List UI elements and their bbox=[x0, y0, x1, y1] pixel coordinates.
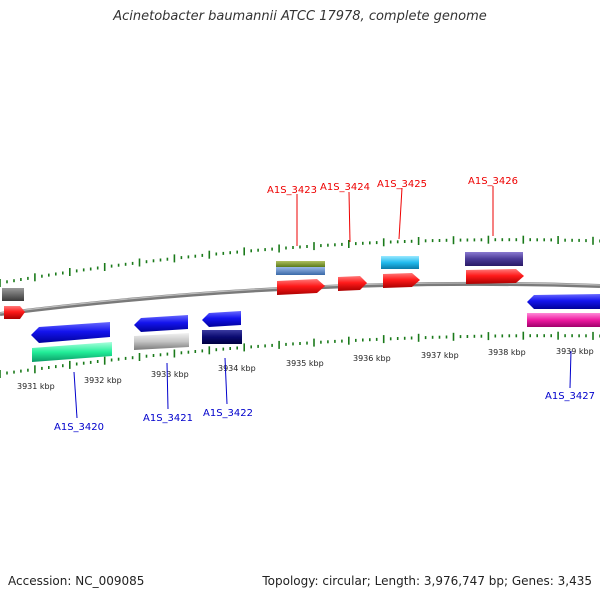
kbp-label: 3932 kbp bbox=[84, 376, 122, 385]
kbp-label: 3938 kbp bbox=[488, 348, 526, 357]
kbp-label: 3937 kbp bbox=[421, 351, 459, 360]
gene-a1s-3426-arrow[interactable] bbox=[466, 269, 524, 284]
gene-a1s-3427-feature-magenta bbox=[527, 313, 600, 327]
gene-a1s-3426-feature-purple bbox=[465, 252, 523, 266]
reverse-gene-leaders bbox=[73, 350, 572, 419]
kbp-label: 3939 kbp bbox=[556, 347, 594, 356]
gene-a1s-3420-feature-teal bbox=[32, 342, 112, 362]
gene-a1s-3424-arrow[interactable] bbox=[338, 276, 367, 291]
gene-label-a1s-3423[interactable]: A1S_3423 bbox=[267, 185, 317, 196]
gene-a1s-3422-arrow[interactable] bbox=[202, 311, 241, 327]
gene-a1s-3421-feature-silver bbox=[134, 333, 189, 350]
gene-a1s-3423-arrow[interactable] bbox=[277, 279, 325, 295]
gene-a1s-3425-arrow[interactable] bbox=[383, 273, 420, 288]
gene-label-a1s-3427[interactable]: A1S_3427 bbox=[545, 391, 595, 402]
gene-partial-left-red[interactable] bbox=[4, 306, 25, 319]
gene-label-a1s-3420[interactable]: A1S_3420 bbox=[54, 422, 104, 433]
gene-label-a1s-3426[interactable]: A1S_3426 bbox=[468, 176, 518, 187]
lower-tick-row bbox=[0, 331, 600, 378]
gene-label-a1s-3422[interactable]: A1S_3422 bbox=[203, 408, 253, 419]
gene-label-a1s-3424[interactable]: A1S_3424 bbox=[320, 182, 370, 193]
kbp-label: 3933 kbp bbox=[151, 370, 189, 379]
topology-text: Topology: circular; Length: 3,976,747 bp… bbox=[262, 574, 592, 588]
gene-a1s-3425-feature-cyan bbox=[381, 256, 419, 269]
kbp-label: 3931 kbp bbox=[17, 382, 55, 391]
upper-tick-row bbox=[0, 235, 600, 287]
gene-label-a1s-3421[interactable]: A1S_3421 bbox=[143, 413, 193, 424]
gene-a1s-3422-feature-navy bbox=[202, 330, 242, 344]
kbp-label: 3935 kbp bbox=[286, 359, 324, 368]
accession-text: Accession: NC_009085 bbox=[8, 574, 145, 588]
gene-a1s-3427-arrow[interactable] bbox=[527, 294, 600, 309]
gene-label-a1s-3425[interactable]: A1S_3425 bbox=[377, 179, 427, 190]
gene-a1s-3423-feature-olive bbox=[276, 261, 325, 275]
gene-a1s-3421-arrow[interactable] bbox=[134, 315, 188, 332]
forward-gene-leaders bbox=[296, 186, 494, 246]
gene-partial-left-gray[interactable] bbox=[2, 288, 24, 301]
map-title: Acinetobacter baumannii ATCC 17978, comp… bbox=[113, 9, 487, 24]
kbp-label: 3934 kbp bbox=[218, 364, 256, 373]
kbp-label: 3936 kbp bbox=[353, 354, 391, 363]
gene-a1s-3420-arrow[interactable] bbox=[31, 322, 110, 343]
